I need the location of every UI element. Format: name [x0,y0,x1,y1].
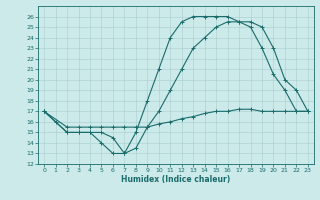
X-axis label: Humidex (Indice chaleur): Humidex (Indice chaleur) [121,175,231,184]
